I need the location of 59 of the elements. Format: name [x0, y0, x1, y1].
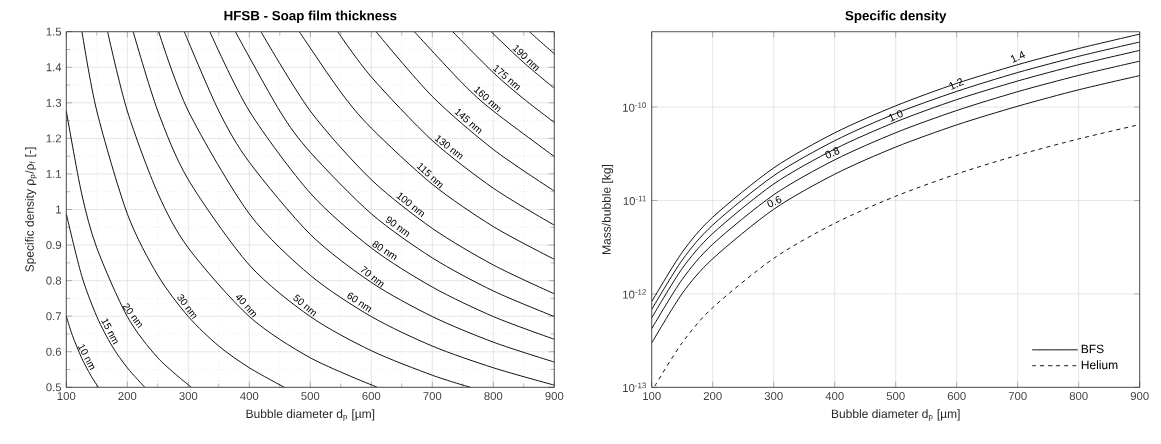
annotation: 1.4 — [1010, 50, 1026, 63]
x-tick-label: 800 — [484, 392, 503, 401]
x-tick-label: 900 — [1130, 392, 1149, 401]
y-tick-label: 10$^{-12}$ — [623, 289, 646, 299]
y-axis-title: Specific density ρ$_{p}$/ρ$_{f}$ [-] — [24, 147, 37, 272]
y-tick-label: 1.5 — [46, 27, 62, 36]
x-tick-label: 700 — [1008, 392, 1027, 401]
annotation: 1.0 — [888, 110, 903, 122]
text: 50 nm — [293, 294, 317, 317]
x-tick-label: 500 — [301, 392, 320, 401]
x-tick-label: 100 — [57, 392, 76, 401]
text: 90 nm — [385, 216, 410, 238]
y-tick-label: 1.4 — [46, 63, 62, 72]
y-tick-label: 1.1 — [46, 170, 62, 178]
x-tick-label: 100 — [643, 392, 661, 401]
x-tick-label: 200 — [118, 392, 137, 401]
text: 40 nm — [235, 295, 257, 318]
text: 100 nm — [396, 192, 425, 218]
annotation: 0.6 — [767, 195, 782, 208]
y-axis-title: Mass/bubble [kg] — [601, 165, 614, 254]
annotation: 1.2 — [949, 78, 964, 90]
x-tick-label: 200 — [703, 392, 722, 401]
chart-title: HFSB - Soap film thickness — [224, 10, 397, 23]
y-tick-label: 0.9 — [46, 241, 62, 250]
text: 30 nm — [177, 294, 197, 320]
x-tick-label: 800 — [1069, 392, 1088, 401]
annotation: 0.8 — [825, 147, 840, 159]
x-tick-label: 500 — [886, 392, 905, 401]
legend-label: Helium — [1081, 360, 1118, 370]
y-tick-label: 1.3 — [46, 98, 62, 107]
x-tick-label: 300 — [179, 392, 198, 401]
text: 10 nm — [77, 344, 95, 371]
text: 20 nm — [122, 303, 142, 329]
x-tick-label: 400 — [240, 392, 259, 401]
x-tick-label: 900 — [545, 392, 564, 401]
x-tick-label: 600 — [947, 392, 966, 401]
x-tick-label: 300 — [764, 392, 783, 401]
text: 60 nm — [347, 292, 371, 313]
x-axis-title: Bubble diameter d$_{p}$ [µm] — [831, 409, 960, 421]
y-tick-label: 10$^{-10}$ — [623, 102, 647, 112]
chart-title: Specific density — [845, 10, 947, 23]
y-tick-label: 10$^{-11}$ — [623, 195, 646, 206]
x-tick-label: 700 — [423, 392, 442, 401]
x-axis-title: Bubble diameter d$_{p}$ [µm] — [246, 409, 375, 421]
text: 70 nm — [360, 265, 384, 288]
text: 130 nm — [434, 135, 463, 160]
legend-label: BFS — [1081, 344, 1104, 354]
y-tick-label: 0.7 — [46, 312, 62, 321]
y-tick-label: 1 — [56, 205, 62, 214]
y-tick-label: 1.2 — [46, 134, 62, 143]
text: 80 nm — [372, 240, 397, 261]
x-tick-label: 400 — [825, 392, 844, 401]
text: 15 nm — [101, 318, 118, 345]
y-tick-label: 0.6 — [46, 347, 62, 356]
y-tick-label: 10$^{-13}$ — [623, 382, 646, 393]
text: 115 nm — [416, 163, 443, 189]
y-tick-label: 0.5 — [46, 383, 62, 392]
y-tick-label: 0.8 — [46, 276, 62, 285]
x-tick-label: 600 — [362, 392, 381, 401]
